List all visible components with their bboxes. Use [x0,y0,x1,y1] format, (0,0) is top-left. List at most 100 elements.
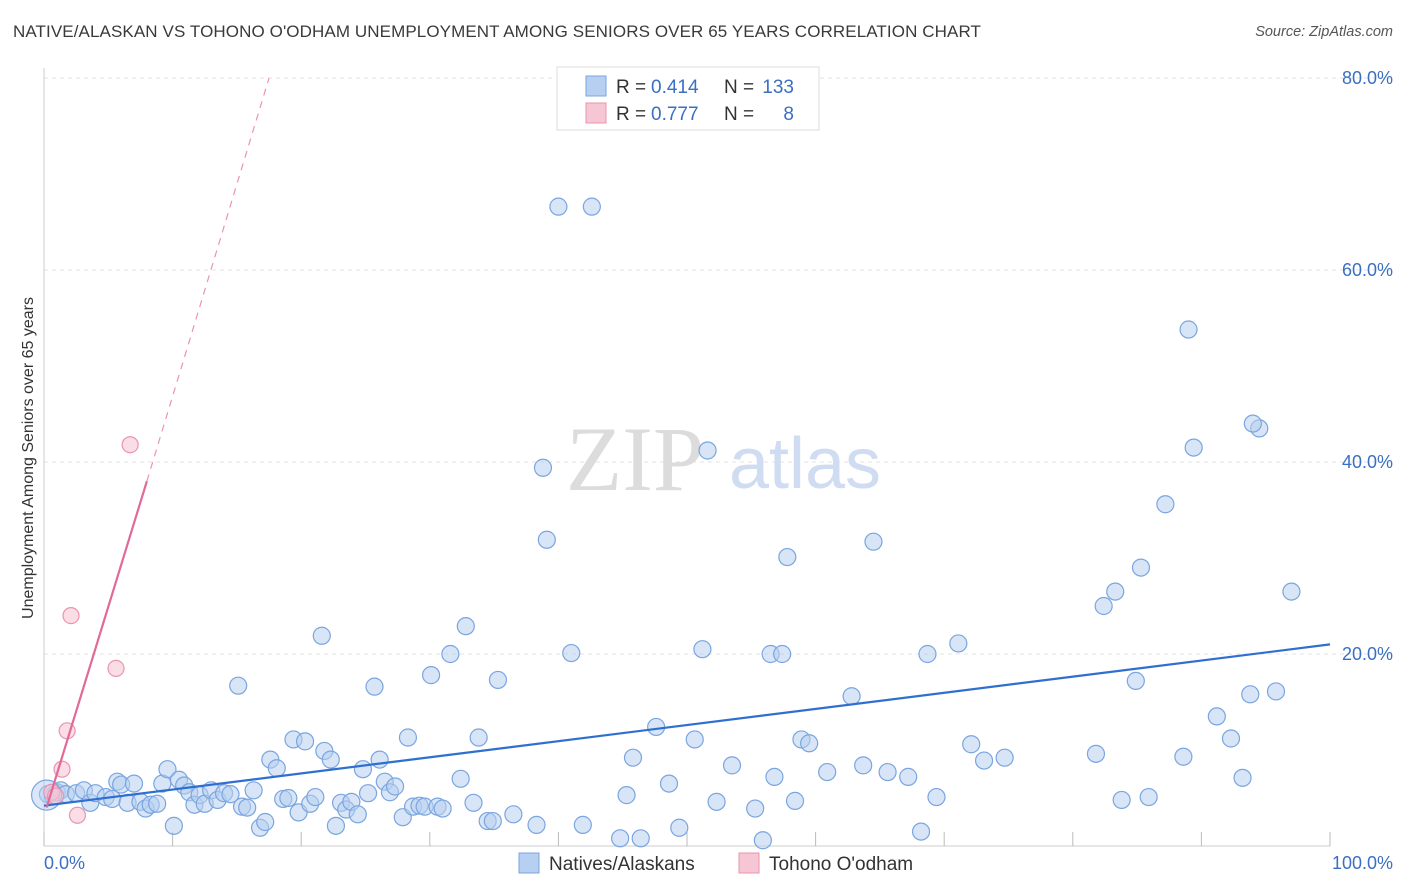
point-natives-115 [927,787,946,807]
point-natives-123 [1112,790,1131,810]
point-natives-118 [974,751,994,770]
legend-n-label-tohono: N = [724,104,754,125]
point-natives-84 [573,815,592,834]
point-natives-108 [842,687,861,706]
point-natives-56 [358,784,378,803]
point-natives-82 [549,197,568,216]
point-natives-14 [124,774,144,793]
legend-n-value-tohono: 8 [783,104,794,125]
series-legend: Natives/Alaskans Tohono O'odham [518,852,913,875]
bottom-legend-swatch-natives [518,852,540,874]
point-natives-47 [312,626,331,645]
point-natives-125 [1131,558,1151,577]
y-tick-label-0: 20.0% [1342,644,1393,664]
point-natives-111 [878,762,897,782]
point-natives-120 [1086,744,1106,763]
chart-title: NATIVE/ALASKAN VS TOHONO O'ODHAM UNEMPLO… [13,22,982,41]
point-natives-49 [321,750,340,769]
point-natives-41 [279,788,298,808]
trend-tohono [45,480,148,808]
x-tick-label-max: 100.0% [1332,853,1393,873]
point-natives-50 [326,816,346,835]
point-natives-131 [1207,707,1226,726]
gridlines [43,68,1392,847]
point-natives-31 [221,785,240,804]
point-tohono-6 [121,436,139,454]
point-natives-114 [918,644,937,664]
point-natives-72 [456,617,475,636]
point-natives-86 [611,829,630,848]
point-natives-104 [785,791,805,810]
legend-r-label-tohono: R = [616,104,646,125]
point-natives-133 [1233,768,1252,787]
point-natives-110 [864,532,883,551]
y-tick-label-2: 60.0% [1342,260,1393,280]
point-natives-126 [1139,787,1158,807]
watermark-zip: ZIP [566,408,704,510]
point-natives-81 [537,530,556,549]
point-natives-94 [693,640,712,659]
point-natives-70 [441,644,460,664]
point-natives-137 [1282,582,1301,601]
point-natives-18 [148,794,167,813]
point-natives-95 [698,441,717,460]
point-natives-128 [1174,747,1193,766]
point-natives-109 [854,756,873,775]
point-natives-138 [1243,414,1262,433]
point-natives-85 [582,197,601,216]
point-natives-76 [483,811,502,831]
point-natives-106 [800,734,819,753]
legend-swatch-tohono [585,102,607,124]
point-natives-136 [1266,682,1286,701]
point-natives-80 [533,458,553,477]
point-natives-99 [753,831,772,850]
point-natives-112 [899,767,918,786]
point-tohono-3 [62,606,80,625]
y-tick-label-3: 80.0% [1342,68,1393,88]
point-natives-35 [244,781,263,800]
source-label: Source: ZipAtlas.com [1255,24,1393,40]
point-natives-130 [1184,438,1203,457]
point-natives-55 [353,760,373,779]
legend-r-label-natives: R = [616,77,646,98]
point-natives-88 [623,748,643,767]
point-natives-89 [631,829,650,848]
trend-tohono-extension [146,77,270,482]
y-tick-label-1: 40.0% [1342,452,1393,472]
point-natives-61 [385,777,405,796]
stats-legend: R = 0.414 N = 133 R = 0.777 N = 8 [556,66,820,131]
point-natives-69 [433,799,452,818]
point-natives-79 [527,815,546,834]
point-natives-44 [295,732,315,751]
legend-r-value-tohono: 0.777 [651,104,699,125]
point-natives-91 [659,774,679,793]
legend-swatch-natives [585,75,607,97]
trend-natives [43,643,1331,807]
point-natives-73 [464,793,483,812]
point-natives-92 [670,818,689,837]
y-axis-tick-labels: 20.0% 40.0% 60.0% 80.0% [1342,68,1393,664]
x-tick-label-min: 0.0% [44,853,85,873]
point-natives-93 [685,730,704,749]
point-natives-34 [238,798,257,817]
point-natives-103 [778,547,797,567]
point-tohono-5 [107,659,125,678]
point-natives-132 [1221,729,1241,748]
point-tohono-4 [68,806,87,824]
point-natives-107 [818,762,837,782]
point-natives-96 [707,792,726,811]
legend-n-label-natives: N = [724,77,754,98]
point-natives-20 [158,760,177,779]
point-natives-113 [911,822,931,841]
point-natives-39 [267,759,286,778]
point-natives-78 [504,805,523,824]
point-natives-71 [451,769,470,788]
point-natives-119 [995,748,1014,767]
point-natives-124 [1126,671,1145,690]
point-natives-129 [1179,320,1198,339]
point-natives-117 [962,735,981,754]
point-natives-102 [773,644,792,664]
point-natives-127 [1156,495,1175,514]
point-natives-101 [765,767,784,786]
point-natives-54 [348,805,367,824]
